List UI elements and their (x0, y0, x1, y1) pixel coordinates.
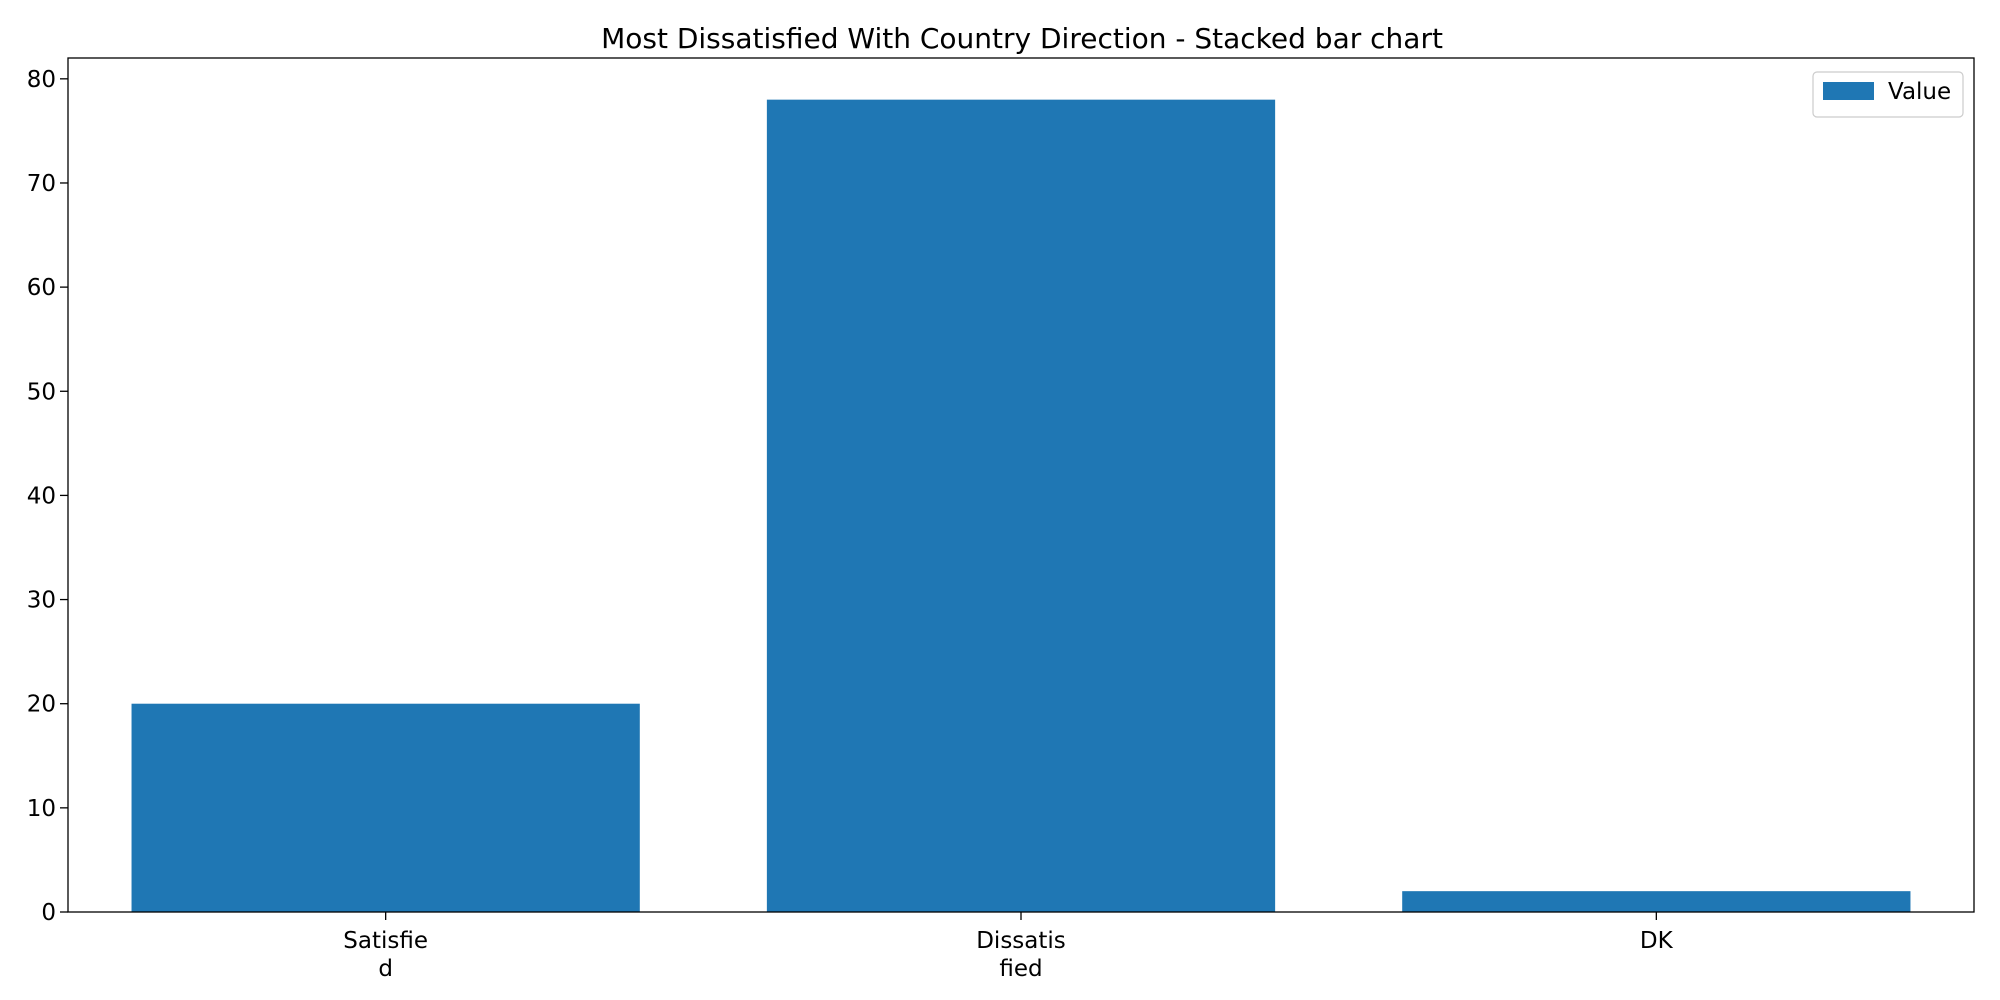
x-tick-label-line: Dissatis (976, 928, 1066, 954)
bars-layer (131, 99, 1911, 912)
x-axis: Satisfie d Dissatis fied DK (343, 912, 1674, 982)
x-tick-label-line: DK (1640, 928, 1674, 954)
y-tick-label: 50 (27, 379, 56, 405)
bar-2 (1402, 891, 1911, 912)
chart-title: Most Dissatisfied With Country Direction… (601, 22, 1443, 55)
y-tick-label: 40 (27, 483, 56, 509)
plot-frame (67, 57, 1975, 913)
y-tick-label: 70 (27, 171, 56, 197)
y-tick-label: 80 (27, 67, 56, 93)
x-tick-label-line: Satisfie (343, 928, 428, 954)
y-tick-label: 10 (27, 796, 56, 822)
x-tick-label-line: fied (999, 956, 1042, 982)
legend-label-value: Value (1888, 79, 1951, 105)
x-tick-label: Dissatis fied (976, 928, 1066, 982)
x-tick-label-line: d (378, 956, 393, 982)
bar-0 (131, 703, 640, 912)
legend-swatch-value (1823, 82, 1874, 100)
x-tick-label: DK (1640, 928, 1674, 954)
y-axis: 0 10 20 30 40 50 60 70 80 (27, 67, 68, 926)
y-tick-label: 20 (27, 692, 56, 718)
y-tick-label: 60 (27, 275, 56, 301)
y-tick-label: 0 (41, 900, 56, 926)
legend: Value (1812, 71, 1964, 118)
bar-1 (766, 99, 1276, 912)
y-tick-label: 30 (27, 588, 56, 614)
x-tick-label: Satisfie d (343, 928, 428, 982)
